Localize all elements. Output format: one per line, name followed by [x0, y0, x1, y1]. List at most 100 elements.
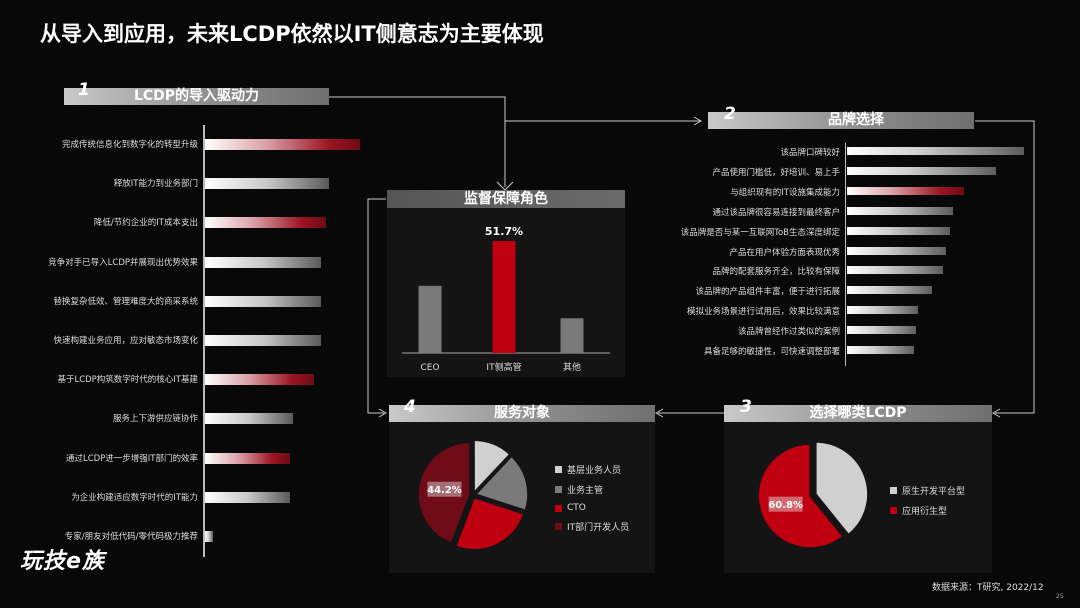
supervision-header-bar: [387, 190, 625, 208]
supervision-bar: [418, 285, 442, 353]
legend-swatch: [890, 507, 897, 514]
brand-label: 该品牌口碑较好: [780, 148, 840, 158]
drivers-bar: [205, 335, 322, 346]
drivers-label: 为企业构建适应数字时代的IT能力: [71, 492, 198, 503]
lcdp-type-header-bar: [724, 405, 992, 422]
brand-bar: [847, 166, 996, 175]
supervision-tick-label: IT侧高管: [486, 361, 521, 373]
drivers-bar: [205, 139, 360, 150]
drivers-bar: [205, 531, 213, 542]
page-title: 从导入到应用，未来LCDP依然以IT侧意志为主要体现: [40, 22, 544, 46]
brand-bar: [847, 286, 932, 295]
brand-bar: [847, 186, 964, 195]
lcdp-type-legend: 原生开发平台型 应用衍生型: [890, 484, 965, 524]
pie-label-background: [768, 496, 803, 512]
brand-label: 具备足够的敏捷性，可快速调整部署: [703, 347, 840, 357]
brand-bar: [847, 147, 1024, 155]
brand-section-title: 品牌选择: [828, 112, 884, 128]
brand-axis: [845, 143, 846, 366]
drivers-bar: [205, 491, 291, 503]
pie-slice: [474, 455, 529, 512]
brand-bar: [847, 246, 947, 255]
drivers-label: 通过LCDP进一步增强IT部门的效率: [65, 453, 198, 464]
legend-item: 业务主管: [555, 483, 629, 496]
drivers-bar: [205, 256, 322, 268]
pie-slice: [473, 439, 511, 495]
pie-data-label: 44.2%: [427, 485, 462, 496]
legend-item: IT部门开发人员: [555, 520, 629, 533]
supervision-title: 监督保障角色: [464, 191, 548, 207]
supervision-tick-label: 其他: [563, 361, 581, 373]
brand-label: 通过该品牌很容易连接到最终客户: [712, 207, 840, 218]
service-section-number: 4: [404, 397, 416, 417]
brand-label: 品牌的配套服务齐全，比较有保障: [712, 267, 840, 278]
drivers-section-number: 1: [78, 80, 90, 100]
lcdp-type-pie: 60.8%: [757, 441, 869, 549]
supervision-data-label: 51.7%: [485, 225, 523, 238]
legend-label: 应用衍生型: [902, 507, 948, 517]
brand-section-number: 2: [724, 104, 736, 124]
brand-header-bar: [708, 112, 974, 129]
drivers-label: 快速构建业务应用，应对敏态市场变化: [53, 336, 198, 346]
legend-swatch: [890, 487, 897, 494]
service-pie: 44.2%: [417, 439, 529, 551]
brand-bar: [847, 306, 918, 315]
brand-label: 该品牌是否与某一互联网ToB生态深度绑定: [680, 227, 840, 238]
brand-bar: [847, 226, 950, 235]
pie-slice: [417, 441, 471, 545]
pie-label-background: [427, 481, 462, 497]
drivers-axis: [203, 125, 205, 557]
legend-label: 原生开发平台型: [902, 487, 966, 497]
drivers-header-bar: [64, 88, 329, 105]
legend-swatch: [555, 466, 562, 473]
drivers-label: 完成传统信息化到数字化的转型升级: [61, 140, 198, 150]
drivers-label: 基于LCDP构筑数字时代的核心IT基建: [57, 375, 198, 386]
brand-label: 产品在用户体验方面表现优秀: [729, 247, 840, 258]
brand-label: 产品使用门槛低，好培训、易上手: [712, 167, 840, 178]
lcdp-type-section-title: 选择哪类LCDP: [809, 405, 907, 421]
drivers-label: 替换复杂低效、管理难度大的商采系统: [53, 296, 198, 307]
brand-bar: [847, 346, 915, 354]
brand-label: 模拟业务场景进行试用后，效果比较满意: [686, 307, 840, 318]
drivers-bar: [205, 413, 294, 425]
supervision-chart: CEO IT侧高管 其他 51.7%: [402, 225, 610, 373]
pie-slice: [454, 496, 525, 551]
brand-bar: [847, 326, 917, 335]
brand-label: 该品牌曾经作过类似的案例: [737, 327, 840, 338]
legend-item: 原生开发平台型: [890, 484, 965, 497]
brand-label: 该品牌的产品组件丰富，便于进行拓展: [695, 287, 840, 298]
legend-item: 应用衍生型: [890, 504, 965, 517]
brand-bar: [847, 206, 954, 215]
legend-label: CTO: [567, 503, 586, 513]
supervision-tick-label: CEO: [420, 363, 439, 373]
brand-logo: 玩技e族: [20, 549, 105, 574]
brand-label: 与组织现有的IT设施集成能力: [730, 187, 840, 198]
legend-label: 业务主管: [567, 486, 604, 496]
drivers-label: 释放IT能力到业务部门: [113, 179, 198, 190]
legend-swatch: [555, 504, 562, 512]
legend-label: 基层业务人员: [567, 466, 622, 476]
legend-swatch: [555, 486, 562, 493]
drivers-label: 专家/朋友对低代码/零代码极力推荐: [64, 532, 198, 542]
legend-label: IT部门开发人员: [567, 523, 630, 533]
drivers-label: 服务上下游供应链协作: [112, 414, 198, 425]
service-header-bar: [389, 405, 655, 422]
service-legend: 基层业务人员 业务主管 CTO IT部门开发人员: [555, 463, 629, 540]
drivers-label: 降低/节约企业的IT成本支出: [93, 218, 198, 229]
data-source: 数据来源：T研究, 2022/12: [932, 583, 1044, 593]
page-number: 25: [1056, 593, 1064, 600]
drivers-bar: [205, 374, 314, 386]
supervision-bar: [492, 241, 516, 353]
pie-slice: [757, 443, 844, 549]
brand-bar: [847, 266, 943, 275]
legend-item: CTO: [555, 503, 629, 513]
drivers-bar: [205, 178, 329, 190]
legend-item: 基层业务人员: [555, 463, 629, 476]
supervision-bar: [560, 318, 584, 353]
drivers-section-title: LCDP的导入驱动力: [133, 88, 260, 104]
pie-data-label: 60.8%: [768, 500, 803, 511]
drivers-bar: [205, 217, 326, 229]
drivers-bar: [205, 295, 322, 307]
drivers-label: 竞争对手已导入LCDP并展现出优势效果: [48, 257, 198, 268]
